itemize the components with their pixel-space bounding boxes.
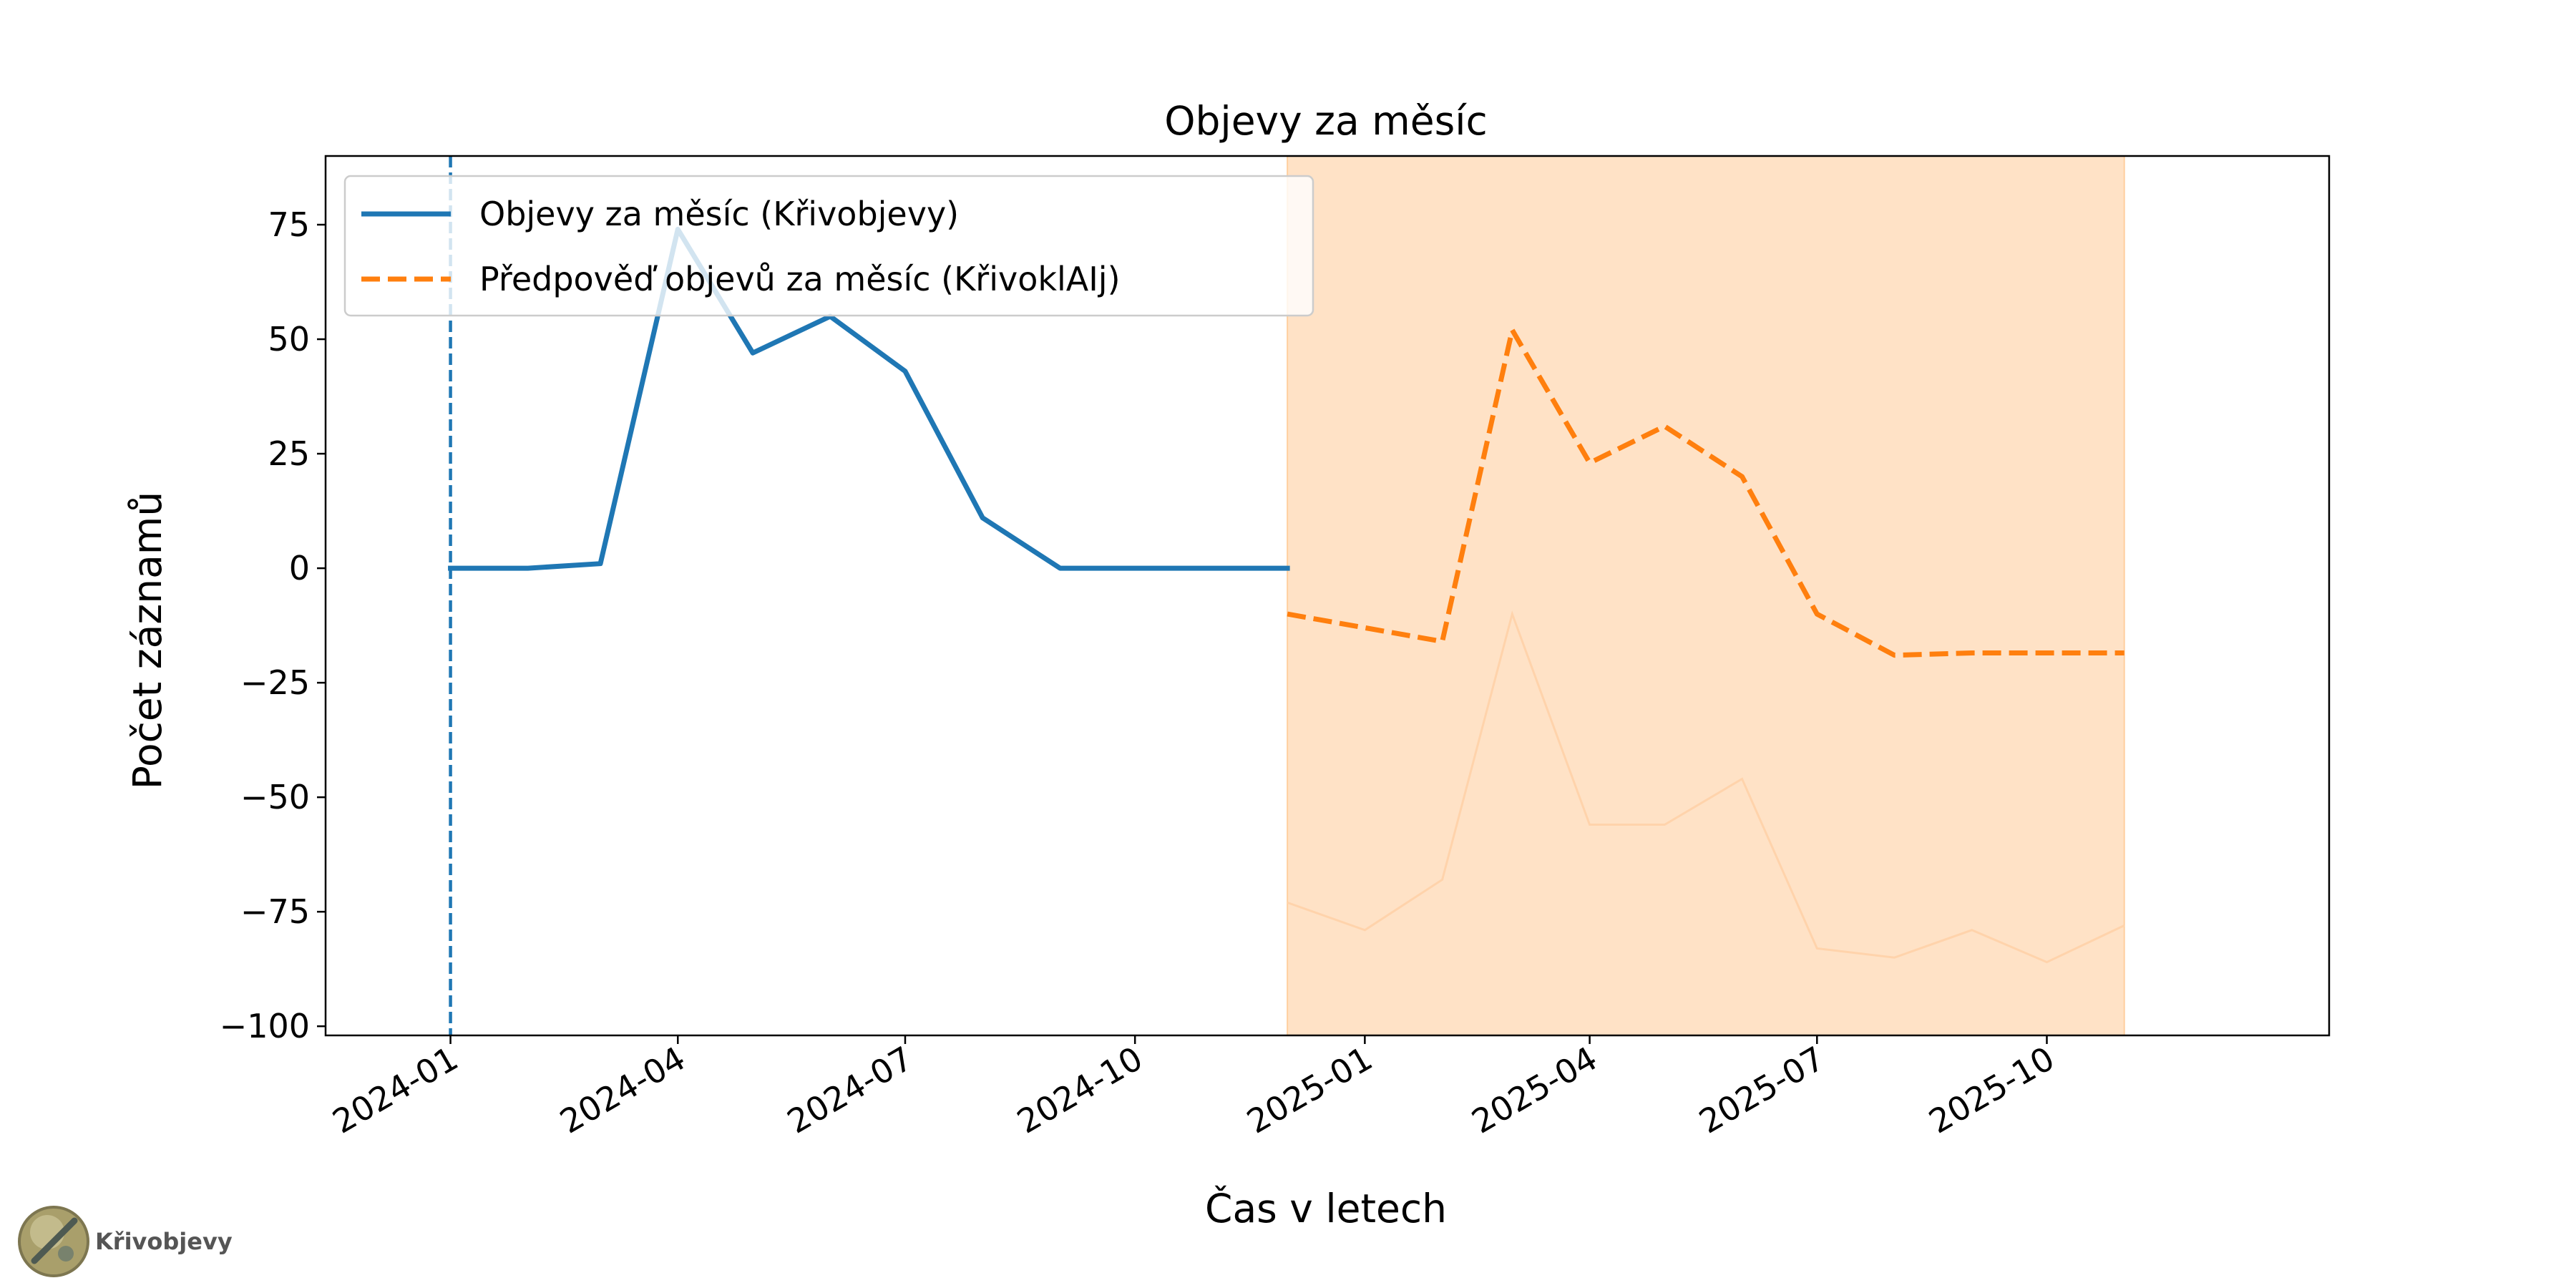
forecast-shaded-region [1287, 155, 2125, 1036]
y-tick-label: −100 [220, 1007, 310, 1045]
y-tick-label: −25 [240, 663, 310, 702]
chart-title: Objevy za měsíc [1164, 98, 1488, 144]
series-line-forecast [1287, 327, 2124, 658]
x-tick-label: 2024-01 [326, 1039, 464, 1141]
y-tick-label: 75 [268, 205, 310, 244]
y-axis-label: Počet záznamů [125, 492, 170, 789]
y-tick-label: 50 [268, 320, 310, 358]
y-tick-label: −50 [240, 778, 310, 816]
x-axis-label: Čas v letech [1205, 1185, 1447, 1231]
plot-area [448, 155, 2125, 1036]
watermark: Křivobjevy [18, 1206, 233, 1277]
telescope-logo-icon [18, 1206, 89, 1277]
x-tick-label: 2024-04 [553, 1039, 691, 1141]
x-tick-label: 2025-04 [1465, 1039, 1604, 1141]
y-tick-label: 25 [268, 434, 310, 473]
legend-label-forecast: Předpověď objevů za měsíc (KřivoklAIj) [479, 260, 1121, 298]
plot-frame [324, 155, 2331, 1037]
legend-label-observed: Objevy za měsíc (Křivobjevy) [479, 195, 959, 233]
x-tick-label: 2025-07 [1692, 1039, 1830, 1141]
watermark-label: Křivobjevy [95, 1228, 233, 1255]
legend-frame [343, 175, 1314, 317]
series-line-observed [448, 226, 1290, 571]
x-tick-label: 2025-01 [1240, 1039, 1378, 1141]
legend: Objevy za měsíc (Křivobjevy) Předpověď o… [343, 175, 1314, 317]
x-tick-label: 2024-10 [1010, 1039, 1148, 1141]
forecast-band-lower-line [1287, 610, 2125, 964]
y-tick-label: −75 [240, 892, 310, 931]
x-tick-label: 2024-07 [781, 1039, 919, 1141]
y-tick-label: 0 [289, 549, 310, 587]
x-tick-label: 2025-10 [1923, 1039, 2061, 1141]
